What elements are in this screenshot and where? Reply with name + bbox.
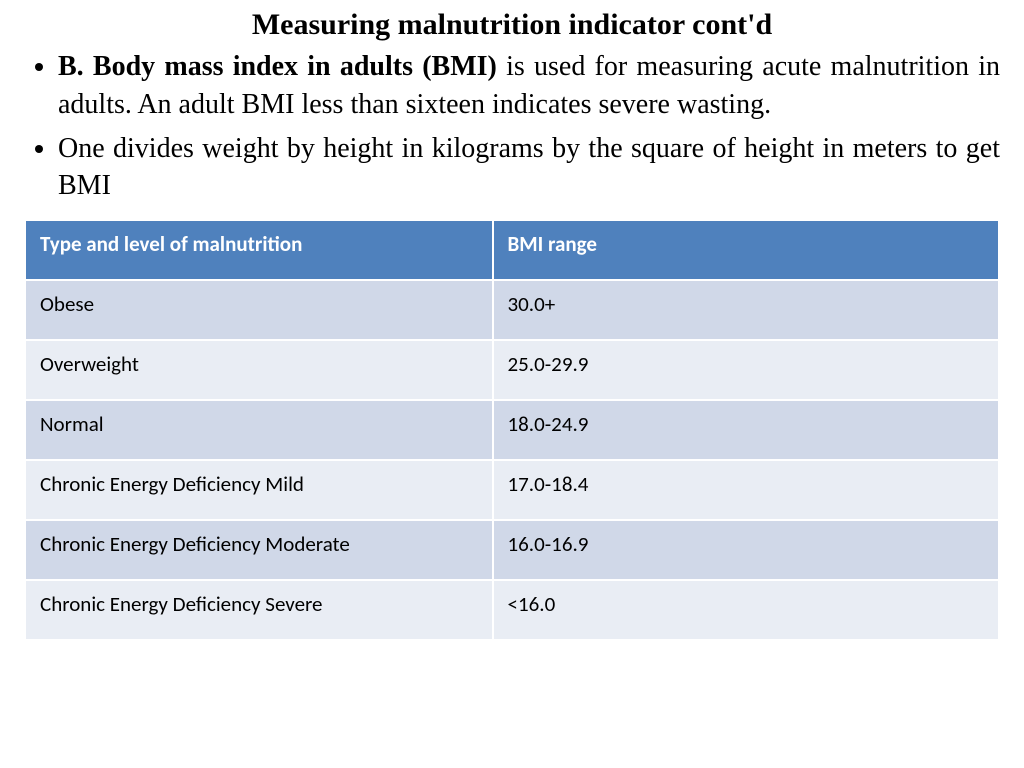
table-row: Obese30.0+	[25, 280, 999, 340]
table-cell: 25.0-29.9	[493, 340, 999, 400]
table-row: Chronic Energy Deficiency Severe<16.0	[25, 580, 999, 640]
table-cell: 30.0+	[493, 280, 999, 340]
table-row: Chronic Energy Deficiency Moderate16.0-1…	[25, 520, 999, 580]
bullet-text: One divides weight by height in kilogram…	[58, 133, 1000, 202]
page-title: Measuring malnutrition indicator cont'd	[24, 8, 1000, 42]
table-cell: 18.0-24.9	[493, 400, 999, 460]
bullet-lead: B. Body mass index in adults (BMI)	[58, 51, 497, 82]
slide: Measuring malnutrition indicator cont'd …	[0, 0, 1024, 641]
table-row: Chronic Energy Deficiency Mild17.0-18.4	[25, 460, 999, 520]
table-cell: Obese	[25, 280, 493, 340]
table-row: Normal18.0-24.9	[25, 400, 999, 460]
bullet-item: One divides weight by height in kilogram…	[58, 130, 1000, 206]
table-cell: 16.0-16.9	[493, 520, 999, 580]
table-header-cell: Type and level of malnutrition	[25, 220, 493, 280]
table-cell: <16.0	[493, 580, 999, 640]
table-cell: Chronic Energy Deficiency Moderate	[25, 520, 493, 580]
table-row: Overweight25.0-29.9	[25, 340, 999, 400]
bmi-table: Type and level of malnutrition BMI range…	[24, 219, 1000, 641]
table-cell: 17.0-18.4	[493, 460, 999, 520]
table-header-cell: BMI range	[493, 220, 999, 280]
table-cell: Normal	[25, 400, 493, 460]
table-header-row: Type and level of malnutrition BMI range	[25, 220, 999, 280]
bullet-item: B. Body mass index in adults (BMI) is us…	[58, 48, 1000, 124]
table-cell: Chronic Energy Deficiency Mild	[25, 460, 493, 520]
bullet-list: B. Body mass index in adults (BMI) is us…	[24, 48, 1000, 205]
table-cell: Overweight	[25, 340, 493, 400]
table-cell: Chronic Energy Deficiency Severe	[25, 580, 493, 640]
